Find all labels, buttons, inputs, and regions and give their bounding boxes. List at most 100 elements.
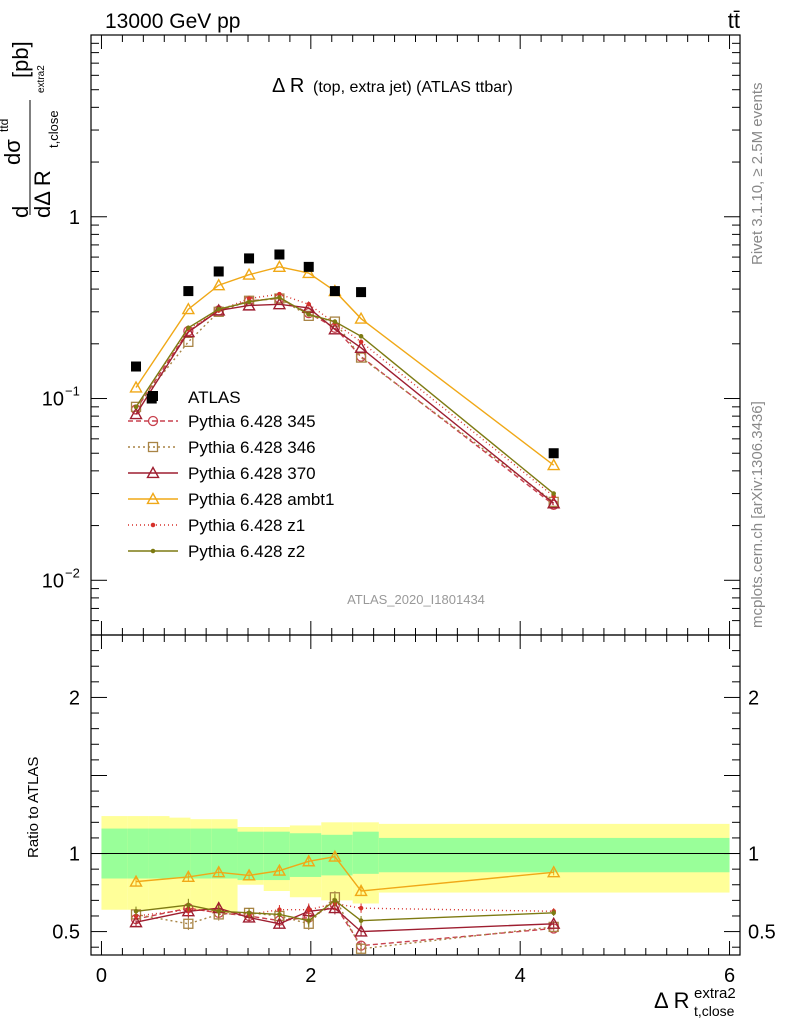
main-series-point bbox=[242, 298, 256, 311]
legend-label: Pythia 6.428 ambt1 bbox=[188, 490, 334, 509]
ratio-series-point bbox=[354, 924, 368, 937]
main-series-point bbox=[129, 407, 143, 420]
ratio-series-point bbox=[328, 901, 342, 914]
ratio-series-point bbox=[212, 865, 226, 878]
main-series-point bbox=[277, 295, 282, 300]
ratio-axes: 0 2 4 6 0.5 0.5 1 1 2 2 bbox=[52, 634, 776, 987]
ratio-band-inner bbox=[352, 831, 379, 874]
ratio-y-tick-label: 0.5 bbox=[52, 922, 80, 944]
main-ylabel-d: d bbox=[8, 206, 33, 218]
data-point bbox=[329, 286, 340, 297]
ratio-y-tick-label: 1 bbox=[69, 844, 80, 866]
legend: ATLAS Pythia 6.428 345 Pythia 6.428 346 Pyt… bbox=[128, 388, 334, 561]
header-left: 13000 GeV pp bbox=[105, 10, 240, 33]
main-series-point bbox=[216, 306, 222, 312]
ratio-series-point bbox=[129, 874, 143, 887]
legend-label: Pythia 6.428 z2 bbox=[188, 542, 305, 561]
ratio-series-point bbox=[242, 910, 256, 923]
legend-marker bbox=[146, 466, 160, 479]
ratio-plot-area bbox=[129, 849, 561, 954]
main-series-point bbox=[546, 496, 561, 509]
ratio-series-line bbox=[135, 904, 554, 947]
ratio-ylabel: Ratio to ATLAS bbox=[25, 757, 42, 858]
x-tick-label: 2 bbox=[305, 965, 316, 987]
legend-label: Pythia 6.428 370 bbox=[188, 464, 316, 483]
main-ylabel-unit: [pb] bbox=[8, 41, 33, 78]
chart-title: Δ R (top, extra jet) (ATLAS ttbar) bbox=[272, 75, 513, 97]
main-series-point bbox=[186, 325, 191, 331]
main-ylabel-denom: dΔ R bbox=[30, 170, 55, 218]
ratio-y-tick-label-right: 2 bbox=[748, 687, 759, 709]
main-y-tick-exponent: −1 bbox=[65, 384, 80, 399]
main-ylabel-dsigma: dσ bbox=[0, 139, 25, 165]
main-ylabel-subsup: extra2 bbox=[36, 65, 47, 93]
main-series-point bbox=[246, 299, 252, 305]
ratio-series-point bbox=[355, 943, 367, 954]
main-series-point bbox=[212, 303, 226, 316]
analysis-watermark: ATLAS_2020_I1801434 bbox=[347, 592, 485, 607]
ratio-series-point bbox=[183, 918, 194, 929]
main-series-point bbox=[329, 316, 341, 327]
data-point bbox=[274, 249, 285, 260]
ratio-series-point bbox=[302, 854, 316, 867]
data-point bbox=[548, 448, 559, 459]
main-series-point bbox=[183, 336, 194, 348]
ratio-y-tick-label-right: 1 bbox=[748, 844, 759, 866]
main-series-point bbox=[355, 352, 367, 363]
data-point bbox=[213, 266, 224, 277]
data-point bbox=[244, 253, 255, 264]
x-axis-label: Δ R extra2 t,close bbox=[654, 985, 736, 1019]
legend-marker bbox=[150, 522, 156, 528]
main-y-tick-label: 10 bbox=[42, 570, 64, 592]
main-series-point bbox=[358, 333, 364, 339]
data-point bbox=[356, 287, 367, 298]
main-y-tick-exponent: −2 bbox=[65, 565, 80, 580]
header-right: tt̄ bbox=[728, 8, 740, 33]
ratio-series-point bbox=[129, 915, 143, 928]
main-series-point bbox=[332, 319, 338, 324]
main-series-point bbox=[306, 312, 312, 317]
legend-label: Pythia 6.428 z1 bbox=[188, 516, 305, 535]
ratio-series-point bbox=[546, 916, 561, 929]
main-series-point bbox=[354, 340, 368, 353]
ratio-series-point bbox=[551, 910, 556, 916]
legend-marker bbox=[147, 415, 159, 427]
legend-marker bbox=[146, 492, 160, 505]
ratio-series-point bbox=[328, 849, 342, 862]
chart-title-small: (top, extra jet) (ATLAS ttbar) bbox=[313, 79, 513, 96]
main-plot-area bbox=[129, 249, 561, 511]
ratio-series-point bbox=[358, 918, 364, 923]
main-axes: 10 −210 −11 bbox=[42, 34, 741, 955]
legend-label: Pythia 6.428 346 bbox=[188, 438, 316, 457]
main-y-tick-label: 10 bbox=[42, 389, 64, 411]
data-point bbox=[131, 361, 142, 372]
ratio-y-tick-label-right: 0.5 bbox=[748, 922, 776, 944]
main-series-point bbox=[358, 339, 364, 345]
legend-marker bbox=[147, 441, 159, 453]
data-point bbox=[303, 261, 314, 272]
legend-label-data: ATLAS bbox=[188, 388, 241, 407]
ratio-series-point bbox=[272, 916, 287, 929]
ratio-series-point bbox=[354, 884, 368, 897]
main-series-point bbox=[133, 404, 139, 410]
ratio-y-tick-label: 2 bbox=[69, 687, 80, 709]
ratio-series-point bbox=[332, 898, 338, 903]
main-series-line bbox=[135, 266, 555, 466]
ratio-series-point bbox=[181, 870, 196, 883]
ratio-series-point bbox=[306, 918, 312, 923]
main-series-point bbox=[306, 301, 312, 307]
main-ylabel: d dσ ttd dΔ R t,close extra2 [pb] bbox=[0, 41, 61, 218]
main-series-point bbox=[546, 458, 561, 471]
side-label-rivet: Rivet 3.1.10, ≥ 2.5M events bbox=[749, 83, 766, 266]
ratio-series-point bbox=[272, 863, 287, 876]
x-tick-label: 4 bbox=[515, 965, 526, 987]
ratio-series-point bbox=[246, 910, 252, 916]
x-axis-label-sup: extra2 bbox=[694, 985, 736, 1002]
ratio-uncertainty-bands bbox=[101, 816, 730, 913]
main-ylabel-sub: t,close bbox=[46, 110, 61, 148]
main-series-point bbox=[242, 267, 256, 280]
main-y-tick-label: 1 bbox=[69, 207, 80, 229]
ratio-series-point bbox=[306, 907, 312, 913]
ratio-band-inner bbox=[289, 833, 322, 877]
